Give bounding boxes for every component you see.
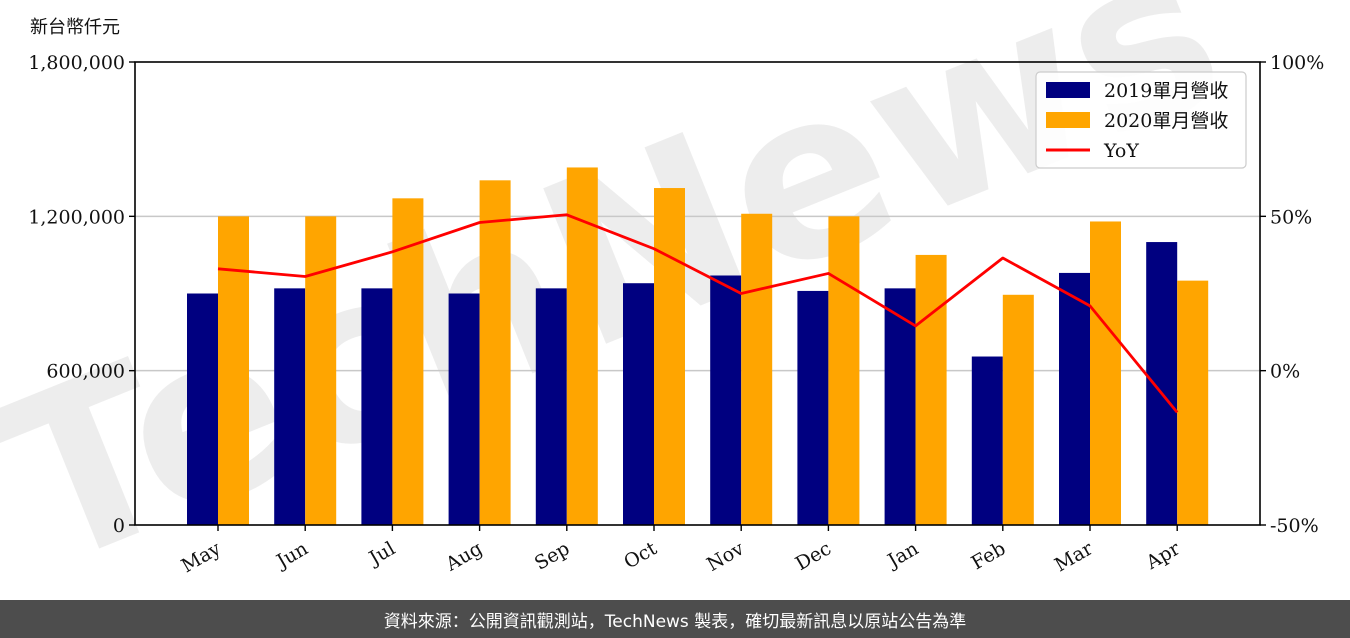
bar-2020-jan xyxy=(915,254,947,525)
bar-2019-feb xyxy=(971,356,1003,525)
bar-2019-may xyxy=(187,293,218,525)
x-tick-label-jun: Jun xyxy=(271,537,312,573)
left-tick-label: 1,200,000 xyxy=(28,206,125,228)
left-tick-label: 1,800,000 xyxy=(28,52,125,74)
bar-2020-mar xyxy=(1090,221,1121,525)
bar-2020-feb xyxy=(1002,294,1034,525)
bar-2020-sep xyxy=(566,167,598,525)
footer-source-note: 資料來源：公開資訊觀測站，TechNews 製表，確切最新訊息以原站公告為準 xyxy=(0,600,1350,638)
x-tick-label-feb: Feb xyxy=(968,537,1010,574)
right-tick-label: 50% xyxy=(1270,206,1312,228)
bar-2020-may xyxy=(218,216,249,526)
bar-2019-mar xyxy=(1059,272,1090,525)
x-tick-label-jul: Jul xyxy=(364,537,399,570)
legend-label-2: YoY xyxy=(1103,140,1139,162)
x-tick-label-jan: Jan xyxy=(882,537,922,573)
bar-2019-oct xyxy=(623,283,654,525)
bar-2020-apr xyxy=(1177,280,1209,525)
bar-2019-aug xyxy=(448,293,480,525)
revenue-chart: TechNews 0600,0001,200,0001,800,000-50%0… xyxy=(0,0,1324,600)
yoy-line xyxy=(217,213,1179,414)
bar-2020-nov xyxy=(741,213,773,525)
legend: 2019單月營收 2020單月營收 YoY xyxy=(1035,71,1247,169)
bar-2020-dec xyxy=(828,216,860,526)
bar-2019-dec xyxy=(797,290,829,525)
x-tick-label-apr: Apr xyxy=(1142,537,1185,574)
legend-swatch-0 xyxy=(1046,82,1090,98)
bar-2020-jun xyxy=(305,216,337,526)
right-tick-label: -50% xyxy=(1270,515,1319,537)
bar-2020-oct xyxy=(654,188,685,526)
x-tick-label-dec: Dec xyxy=(792,537,835,575)
bar-2020-aug xyxy=(479,180,511,526)
x-tick-label-aug: Aug xyxy=(441,537,486,576)
legend-label-1: 2020單月營收 xyxy=(1104,110,1228,132)
x-tick-label-oct: Oct xyxy=(620,537,661,573)
x-tick-label-nov: Nov xyxy=(703,537,748,576)
x-tick-label-mar: Mar xyxy=(1051,537,1097,576)
footer-text: 資料來源：公開資訊觀測站，TechNews 製表，確切最新訊息以原站公告為準 xyxy=(383,611,967,632)
right-tick-label: 0% xyxy=(1270,361,1300,383)
plot-frame xyxy=(134,61,1261,526)
left-tick-label: 0 xyxy=(113,515,125,537)
bar-2019-jun xyxy=(274,288,306,525)
left-tick-label: 600,000 xyxy=(46,361,125,383)
bar-2019-sep xyxy=(535,288,567,525)
legend-label-0: 2019單月營收 xyxy=(1104,80,1228,102)
unit-label: 新台幣仟元 xyxy=(30,17,120,38)
bar-2019-nov xyxy=(710,275,742,525)
bar-2019-jan xyxy=(884,288,916,525)
bar-2020-jul xyxy=(392,198,424,526)
bar-2019-apr xyxy=(1146,242,1178,526)
legend-swatch-1 xyxy=(1046,112,1090,128)
bars xyxy=(187,167,1209,526)
x-tick-label-sep: Sep xyxy=(531,537,574,574)
bar-2019-jul xyxy=(361,288,393,525)
yoy-polyline xyxy=(217,213,1179,414)
right-tick-label: 100% xyxy=(1270,52,1324,74)
